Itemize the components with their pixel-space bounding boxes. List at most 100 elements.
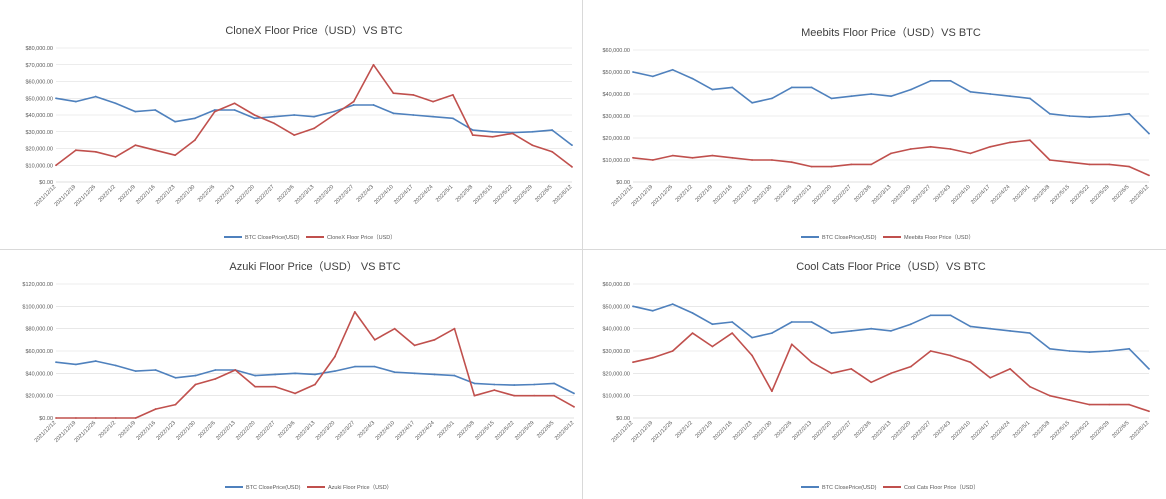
data-point-floor-price [632, 156, 634, 159]
data-point-floor-price [393, 327, 396, 330]
y-tick-label: $30,000.00 [25, 130, 53, 136]
x-tick-label: 2022/3/20 [315, 420, 337, 442]
x-tick-label: 2022/4/24 [990, 184, 1012, 206]
y-tick-label: $50,000.00 [25, 96, 53, 102]
x-tick-label: 2022/6/5 [1111, 420, 1130, 439]
x-tick-label: 2022/4/17 [970, 184, 992, 206]
data-point-floor-price [651, 356, 654, 359]
data-point-floor-price [511, 132, 514, 135]
data-point-floor-price [751, 354, 753, 357]
data-point-btc [551, 129, 554, 131]
x-tick-label: 2022/1/16 [712, 184, 734, 206]
x-tick-label: 2022/2/13 [791, 184, 813, 206]
x-tick-label: 2022/3/6 [853, 420, 872, 439]
data-point-btc [1068, 350, 1071, 352]
data-point-btc [1048, 347, 1051, 350]
data-point-floor-price [491, 135, 494, 138]
y-tick-label: $0.00 [616, 416, 630, 422]
data-point-floor-price [810, 361, 813, 364]
data-point-btc [929, 314, 932, 317]
data-point-btc [413, 372, 416, 375]
x-tick-label: 2022/2/6 [774, 420, 793, 439]
data-point-floor-price [154, 149, 157, 152]
data-point-btc [651, 309, 654, 312]
data-point-floor-price [134, 417, 137, 419]
panel-divider-horizontal [0, 249, 1166, 250]
data-point-floor-price [94, 417, 97, 419]
data-point-floor-price [1029, 139, 1031, 142]
data-point-floor-price [771, 390, 773, 393]
x-tick-label: 2022/4/3 [933, 184, 952, 203]
data-point-btc [314, 373, 316, 376]
x-tick-label: 2022/5/29 [512, 184, 534, 206]
y-tick-label: $40,000.00 [25, 371, 53, 377]
x-tick-label: 2022/5/8 [1032, 184, 1051, 203]
data-point-btc [989, 327, 992, 330]
data-point-floor-price [691, 332, 694, 335]
data-point-floor-price [253, 114, 256, 116]
data-point-floor-price [413, 344, 416, 347]
data-point-floor-price [989, 145, 992, 148]
x-tick-label: 2022/2/20 [234, 184, 256, 206]
data-point-floor-price [551, 150, 554, 153]
data-point-floor-price [790, 161, 793, 164]
data-point-floor-price [452, 94, 454, 96]
x-tick-label: 2022/1/2 [98, 184, 117, 203]
data-point-floor-price [890, 372, 892, 375]
x-tick-label: 2022/1/30 [752, 420, 774, 442]
x-tick-label: 2022/2/20 [811, 420, 833, 442]
x-tick-label: 2022/3/27 [911, 184, 933, 206]
data-point-floor-price [553, 394, 555, 397]
x-tick-label: 2022/5/22 [492, 184, 514, 206]
x-tick-label: 2022/5/8 [455, 184, 474, 203]
data-point-floor-price [1128, 165, 1131, 168]
data-point-btc [334, 370, 336, 372]
data-point-btc [810, 86, 813, 89]
x-tick-label: 2022/1/23 [155, 420, 177, 442]
data-point-floor-price [352, 100, 355, 103]
data-point-floor-price [453, 327, 456, 330]
data-point-btc [273, 115, 276, 118]
x-tick-label: 2022/6/12 [554, 420, 576, 442]
x-tick-label: 2022/5/1 [435, 184, 454, 203]
y-tick-label: $80,000.00 [25, 46, 53, 52]
x-tick-label: 2022/4/10 [950, 420, 972, 442]
x-tick-label: 2022/5/15 [474, 420, 496, 442]
data-point-floor-price [790, 343, 793, 346]
y-tick-label: $20,000.00 [25, 147, 53, 153]
chart-title: Azuki Floor Price（USD） VS BTC [229, 260, 400, 273]
data-point-btc [74, 100, 77, 103]
data-point-floor-price [114, 417, 117, 419]
legend-floor-price-label: Azuki Floor Price（USD） [328, 484, 392, 491]
x-tick-label: 2021/12/26 [74, 420, 98, 444]
x-tick-label: 2022/3/13 [871, 184, 893, 206]
data-point-btc [114, 102, 117, 105]
data-point-btc [1128, 112, 1131, 115]
x-tick-label: 2022/3/20 [891, 184, 913, 206]
x-tick-label: 2022/6/12 [552, 184, 574, 206]
data-point-floor-price [929, 145, 932, 148]
legend-floor-price-label: Meebits Floor Price（USD） [904, 234, 974, 241]
chart-panel-clonex: CloneX Floor Price（USD）VS BTC $80,000.00 $… [0, 0, 582, 249]
data-point-floor-price [332, 114, 335, 116]
x-tick-label: 2022/1/16 [135, 420, 157, 442]
y-tick-label: $30,000.00 [602, 114, 630, 120]
data-point-btc [989, 93, 992, 95]
data-point-btc [452, 117, 454, 120]
data-point-floor-price [294, 392, 296, 395]
data-point-floor-price [691, 156, 694, 159]
data-point-floor-price [55, 417, 57, 419]
data-point-btc [890, 330, 892, 332]
data-point-floor-price [1068, 161, 1071, 164]
data-point-floor-price [334, 355, 336, 358]
data-point-btc [1088, 351, 1091, 354]
data-point-floor-price [1009, 367, 1011, 370]
data-point-floor-price [55, 164, 57, 167]
x-tick-label: 2022/5/8 [456, 420, 475, 439]
data-point-btc [254, 374, 257, 377]
data-point-floor-price [114, 155, 117, 158]
chart-panel-coolcats: Cool Cats Floor Price（USD）VS BTC $60,000.… [583, 250, 1166, 499]
data-point-btc [731, 321, 734, 323]
data-point-floor-price [254, 385, 257, 388]
y-tick-label: $80,000.00 [25, 327, 53, 333]
